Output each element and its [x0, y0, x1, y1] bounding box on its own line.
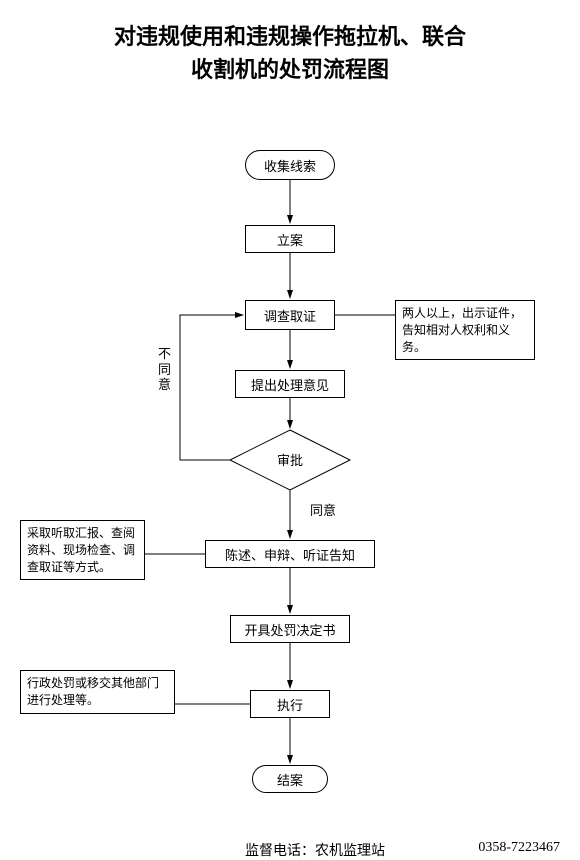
footer-phone-label: 监督电话：农机监理站	[245, 840, 385, 860]
node-file-case: 立案	[245, 225, 335, 253]
node-issue-decision: 开具处罚决定书	[230, 615, 350, 643]
page-title: 对违规使用和违规操作拖拉机、联合 收割机的处罚流程图	[0, 20, 580, 86]
flowchart-edges: 审批	[0, 0, 580, 848]
page: 对违规使用和违规操作拖拉机、联合 收割机的处罚流程图 审批 收集线索 立案 调查…	[0, 0, 580, 848]
node-statement-notice: 陈述、申辩、听证告知	[205, 540, 375, 568]
label-disagree: 不 同 意	[158, 346, 171, 393]
annotation-execute: 行政处罚或移交其他部门进行处理等。	[20, 670, 175, 714]
svg-text:审批: 审批	[277, 453, 303, 468]
node-execute: 执行	[250, 690, 330, 718]
label-agree: 同意	[310, 500, 336, 519]
node-investigate: 调查取证	[245, 300, 335, 330]
node-propose-opinion: 提出处理意见	[235, 370, 345, 398]
node-close-case: 结案	[252, 765, 328, 793]
footer-phone-number: 0358-7223467	[478, 840, 560, 856]
annotation-statement: 采取听取汇报、查阅资料、现场检查、调查取证等方式。	[20, 520, 145, 580]
node-collect-clues: 收集线索	[245, 150, 335, 180]
annotation-investigate: 两人以上，出示证件，告知相对人权利和义务。	[395, 300, 535, 360]
